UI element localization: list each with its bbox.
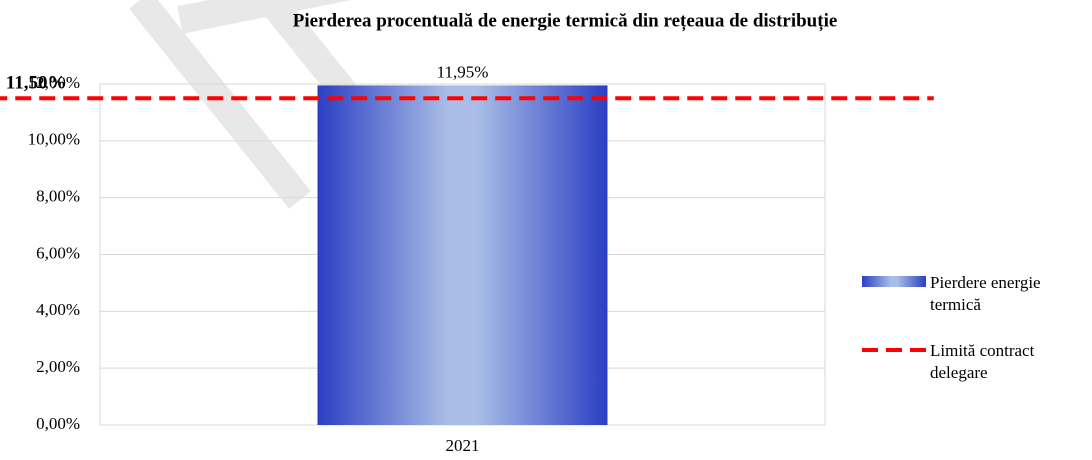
- y-tick-label: 2,00%: [36, 357, 80, 376]
- legend-symbol: [860, 340, 928, 360]
- legend: Pierdere energie termică Limită contract …: [860, 272, 1088, 408]
- y-tick-label: 4,00%: [36, 300, 80, 319]
- legend-item: Pierdere energie termică: [860, 272, 1088, 316]
- data-label: 11,50%: [6, 73, 67, 94]
- y-tick-label: 0,00%: [36, 414, 80, 433]
- legend-item: Limită contract delegare: [860, 340, 1088, 384]
- y-tick-label: 10,00%: [28, 130, 80, 149]
- legend-box: [862, 276, 926, 287]
- legend-symbol: [860, 272, 928, 292]
- legend-line: [862, 348, 926, 352]
- legend-label: Limită contract delegare: [930, 341, 1035, 382]
- y-tick-label: 6,00%: [36, 243, 80, 262]
- y-tick-label: 12,00%: [28, 73, 80, 92]
- y-tick-label: 8,00%: [36, 187, 80, 206]
- x-tick-label: 2021: [446, 436, 480, 455]
- legend-label: Pierdere energie termică: [930, 273, 1041, 314]
- chart-title: Pierderea procentuală de energie termică…: [293, 10, 838, 31]
- bar: [317, 85, 608, 425]
- data-label: 11,95%: [437, 62, 489, 81]
